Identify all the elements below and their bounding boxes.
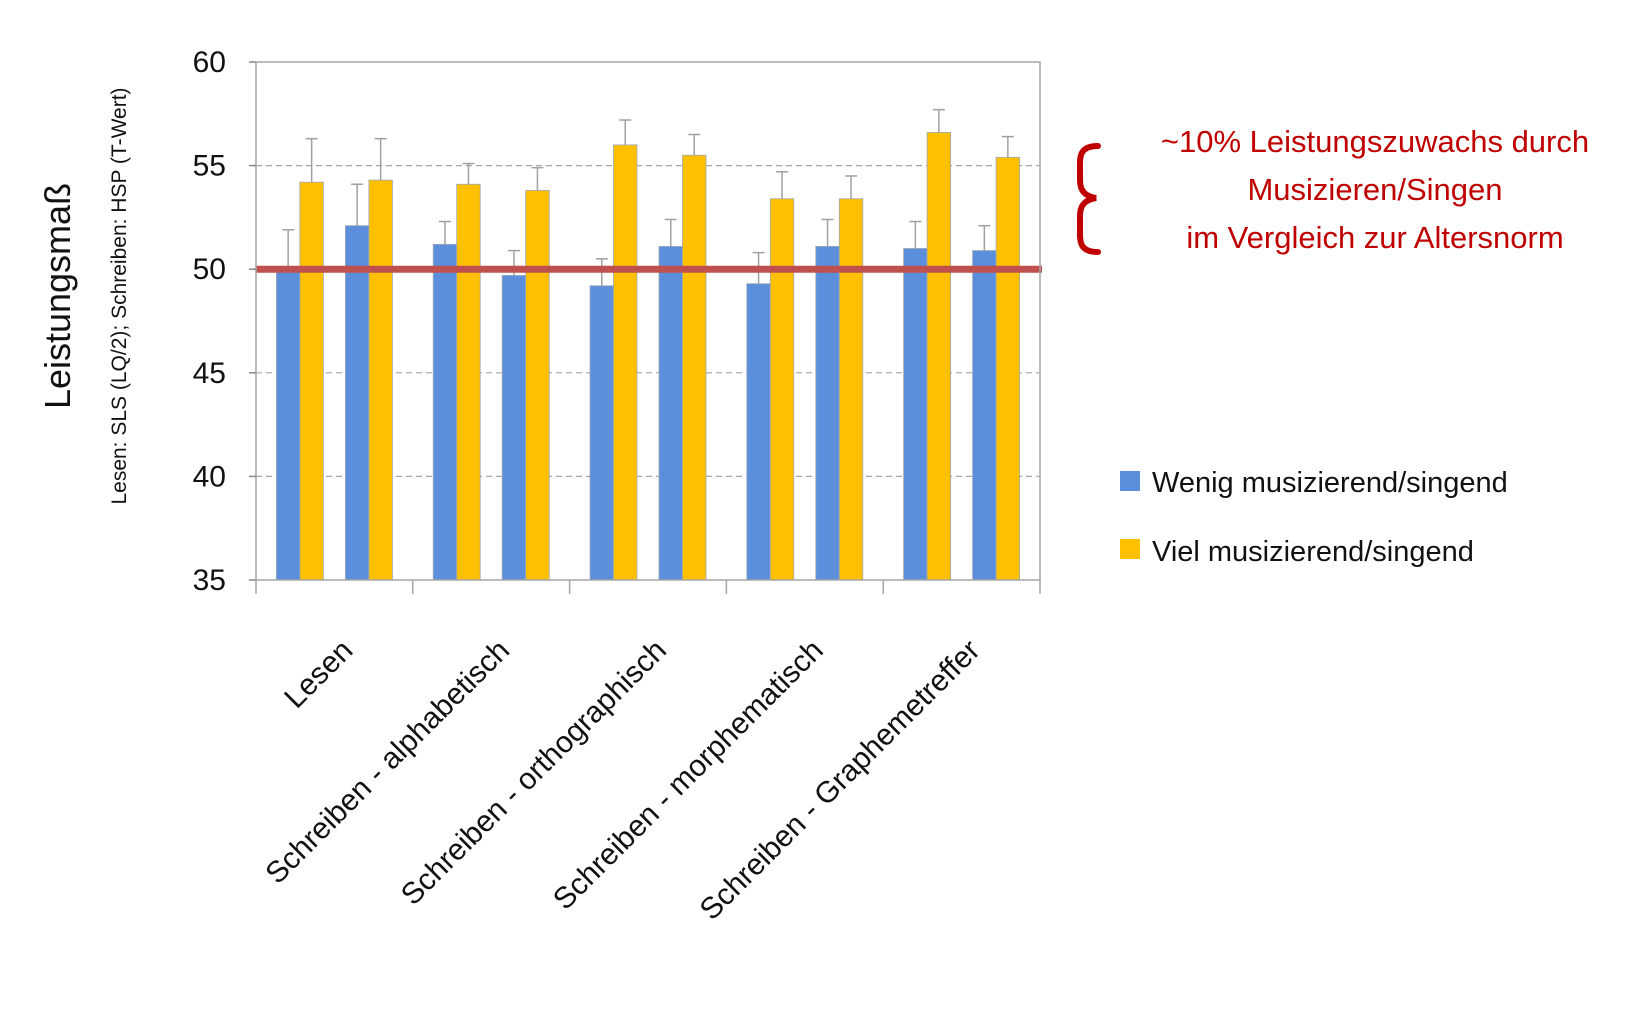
bar-g0-b0 (275, 268, 301, 581)
legend-label-wenig: Wenig musizierend/singend (1152, 467, 1508, 499)
annotation-line-1: ~10% Leistungszuwachs durch (1161, 124, 1589, 159)
bar-g0-b3 (368, 179, 393, 581)
category-label-3: Schreiben - morphematisch (547, 634, 830, 917)
legend: Wenig musizierend/singend Viel musiziere… (1120, 467, 1508, 568)
y-tick-label-45: 45 (193, 357, 226, 390)
bar-g1-b1 (456, 183, 481, 581)
bars (275, 132, 1020, 581)
bar-g2-b2 (658, 246, 683, 581)
bar-g2-b3 (682, 154, 707, 581)
bar-g1-b3 (525, 190, 550, 581)
y-tick-labels: 35 40 45 50 55 60 (193, 46, 226, 597)
bar-g2-b1 (613, 144, 638, 581)
y-tick-label-60: 60 (193, 46, 226, 79)
bar-g4-b2 (972, 250, 997, 581)
bar-g3-b3 (838, 198, 864, 581)
legend-swatch-viel (1120, 539, 1140, 559)
category-label-0: Lesen (278, 634, 359, 715)
bar-g0-b2 (344, 225, 370, 581)
brace-icon (1076, 143, 1101, 255)
y-axis-label: Leistungsmaß (37, 183, 78, 409)
annotation-line-2: Musizieren/Singen (1247, 172, 1502, 207)
y-tick-label-40: 40 (193, 460, 226, 493)
plot-frame (255, 61, 1041, 581)
legend-swatch-wenig (1120, 471, 1140, 491)
y-tick-label-35: 35 (193, 564, 226, 597)
axes (249, 61, 1041, 594)
bar-g3-b2 (815, 246, 840, 581)
bar-g3-b1 (769, 198, 795, 581)
y-axis-sublabel: Lesen: SLS (LQ/2); Schreiben: HSP (T-Wer… (108, 87, 131, 504)
category-label-4: Schreiben - Graphemetreffer (694, 634, 987, 927)
bar-g1-b2 (501, 275, 527, 581)
annotation-line-3: im Vergleich zur Altersnorm (1186, 220, 1563, 255)
category-label-2: Schreiben - orthographisch (395, 634, 673, 912)
bar-g4-b0 (903, 248, 928, 581)
error-bars (282, 108, 1014, 286)
bar-g4-b3 (995, 156, 1020, 581)
bar-g0-b1 (299, 181, 324, 581)
legend-label-viel: Viel musizierend/singend (1152, 536, 1474, 568)
bar-g2-b0 (589, 285, 614, 581)
bar-g1-b0 (432, 243, 458, 581)
bar-g3-b0 (746, 283, 771, 581)
bar-g4-b1 (926, 132, 951, 581)
y-tick-label-55: 55 (193, 150, 226, 183)
y-tick-label-50: 50 (193, 253, 226, 286)
